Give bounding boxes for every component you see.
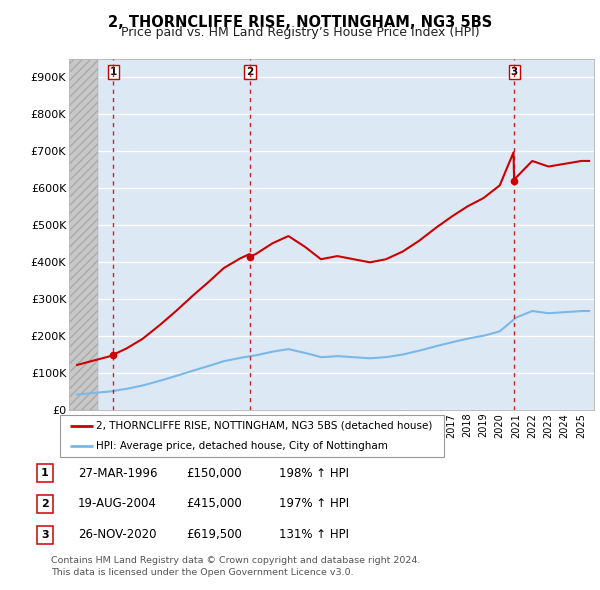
Text: 3: 3 xyxy=(41,530,49,539)
Text: 197% ↑ HPI: 197% ↑ HPI xyxy=(279,497,349,510)
Text: 1: 1 xyxy=(41,468,49,478)
Text: 2, THORNCLIFFE RISE, NOTTINGHAM, NG3 5BS (detached house): 2, THORNCLIFFE RISE, NOTTINGHAM, NG3 5BS… xyxy=(97,421,433,431)
Text: 2: 2 xyxy=(41,499,49,509)
FancyBboxPatch shape xyxy=(37,495,53,513)
Text: 198% ↑ HPI: 198% ↑ HPI xyxy=(279,467,349,480)
Text: £415,000: £415,000 xyxy=(186,497,242,510)
Text: 131% ↑ HPI: 131% ↑ HPI xyxy=(279,528,349,541)
FancyBboxPatch shape xyxy=(37,464,53,482)
Text: HPI: Average price, detached house, City of Nottingham: HPI: Average price, detached house, City… xyxy=(97,441,388,451)
Text: £619,500: £619,500 xyxy=(186,528,242,541)
Text: 26-NOV-2020: 26-NOV-2020 xyxy=(78,528,157,541)
FancyBboxPatch shape xyxy=(37,526,53,543)
Bar xyxy=(69,59,98,410)
Text: 3: 3 xyxy=(511,67,518,77)
Text: 27-MAR-1996: 27-MAR-1996 xyxy=(78,467,157,480)
Text: 19-AUG-2004: 19-AUG-2004 xyxy=(78,497,157,510)
Text: £150,000: £150,000 xyxy=(186,467,242,480)
Text: 2: 2 xyxy=(246,67,254,77)
FancyBboxPatch shape xyxy=(60,415,444,457)
Text: 2, THORNCLIFFE RISE, NOTTINGHAM, NG3 5BS: 2, THORNCLIFFE RISE, NOTTINGHAM, NG3 5BS xyxy=(108,15,492,30)
Text: Contains HM Land Registry data © Crown copyright and database right 2024.
This d: Contains HM Land Registry data © Crown c… xyxy=(51,556,421,577)
Text: 1: 1 xyxy=(110,67,117,77)
Text: Price paid vs. HM Land Registry’s House Price Index (HPI): Price paid vs. HM Land Registry’s House … xyxy=(121,26,479,39)
